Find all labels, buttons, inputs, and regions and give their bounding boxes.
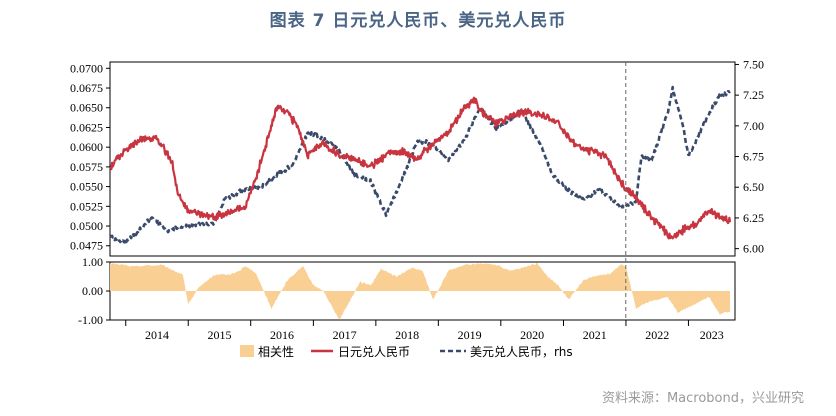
y-left-tick-label: 0.0650 (70, 101, 103, 115)
legend-corr-swatch (240, 345, 254, 357)
y-bottom-tick-label: 1.00 (82, 255, 103, 269)
x-tick-label: 2018 (395, 328, 419, 342)
x-tick-label: 2021 (583, 328, 607, 342)
jpy-cny-line (109, 96, 732, 240)
y-right-tick-label: 7.00 (743, 119, 764, 133)
y-left-tick-label: 0.0475 (70, 239, 103, 253)
y-right-tick-label: 7.50 (743, 57, 764, 71)
y-bottom-tick-label: 0.00 (82, 284, 103, 298)
y-left-tick-label: 0.0600 (70, 140, 103, 154)
chart-title: 图表 7 日元兑人民币、美元兑人民币 (269, 11, 567, 31)
x-tick-label: 2022 (645, 328, 669, 342)
y-left-tick-label: 0.0675 (70, 81, 103, 95)
x-tick-label: 2019 (458, 328, 482, 342)
x-tick-label: 2023 (700, 328, 724, 342)
x-tick-label: 2015 (207, 328, 231, 342)
x-tick-label: 2020 (520, 328, 544, 342)
y-right-tick-label: 6.00 (743, 242, 764, 256)
usd-cny-line (109, 85, 731, 246)
source-note: 资料来源：Macrobond，兴业研究 (601, 391, 804, 406)
x-tick-label: 2016 (270, 328, 294, 342)
correlation-area (110, 262, 730, 320)
legend-corr-label: 相关性 (258, 345, 294, 359)
chart-svg: 0.0700 0.0675 0.0650 0.0625 0.0600 0.0575 0.05… (70, 57, 764, 359)
y-right-tick-label: 6.25 (743, 211, 764, 225)
top-panel-frame (109, 61, 736, 257)
legend-usd-label: 美元兑人民币，rhs (470, 345, 573, 359)
y-left-tick-label: 0.0550 (70, 180, 103, 194)
y-left-tick-label: 0.0625 (70, 120, 103, 134)
y-left-tick-label: 0.0575 (70, 160, 103, 174)
y-right-tick-label: 7.25 (743, 88, 764, 102)
legend-jpy-label: 日元兑人民币 (338, 345, 410, 359)
y-bottom-tick-label: -1.00 (78, 313, 103, 327)
y-left-tick-label: 0.0500 (70, 219, 103, 233)
y-right-tick-label: 6.50 (743, 180, 764, 194)
y-left-tick-label: 0.0525 (70, 199, 103, 213)
x-tick-label: 2014 (145, 328, 169, 342)
y-right-tick-label: 6.75 (743, 150, 764, 164)
x-tick-label: 2017 (333, 328, 357, 342)
y-left-tick-label: 0.0700 (70, 61, 103, 75)
